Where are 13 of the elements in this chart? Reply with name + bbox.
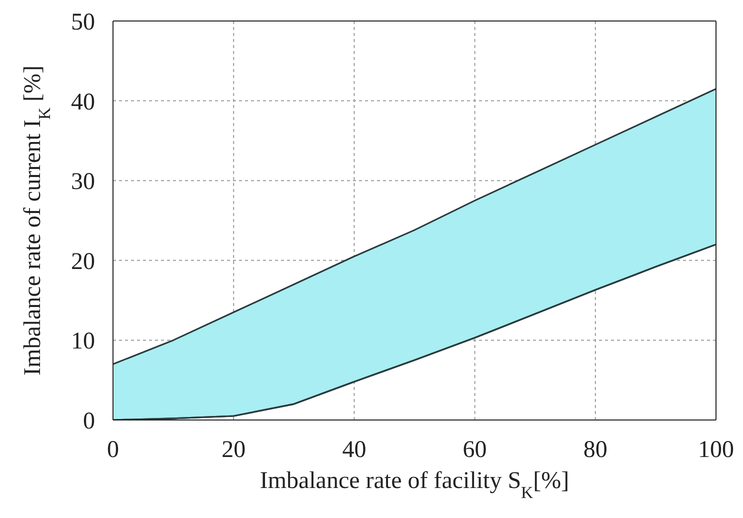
y-tick-label: 20 [71, 248, 95, 275]
x-tick-label: 0 [107, 437, 119, 464]
y-tick-label: 10 [71, 328, 95, 355]
y-tick-label: 50 [71, 10, 95, 36]
x-axis-title: Imbalance rate of facility S$_{K}$[%] [260, 468, 570, 502]
x-tick-label: 100 [698, 437, 734, 464]
y-tick-label: 40 [71, 89, 95, 116]
x-tick-label: 40 [342, 437, 366, 464]
y-tick-label: 0 [83, 408, 95, 435]
x-tick-label: 20 [222, 437, 246, 464]
x-tick-label: 60 [462, 437, 487, 464]
x-tick-label: 80 [583, 437, 608, 464]
y-tick-label: 30 [71, 169, 95, 196]
